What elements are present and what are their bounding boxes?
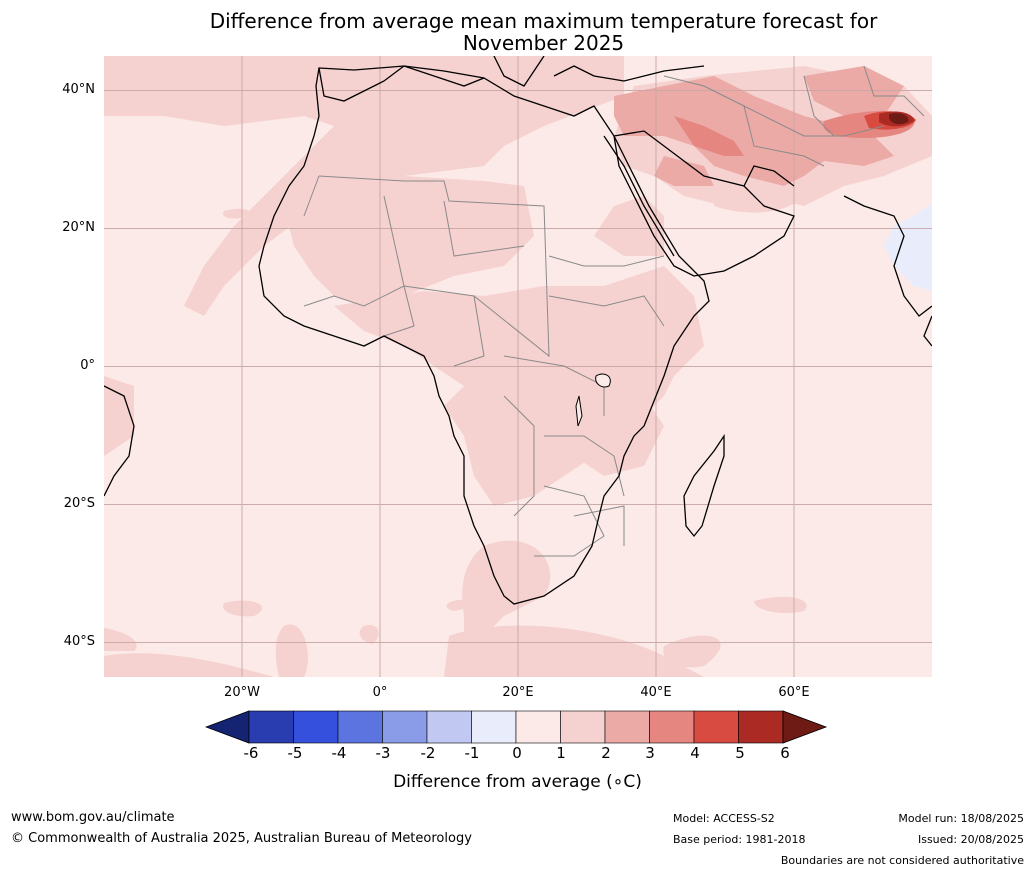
footer-issued: Issued: 20/08/2025 xyxy=(917,833,1024,846)
colorbar-cell xyxy=(382,710,428,744)
footer-model: Model: ACCESS-S2 xyxy=(673,812,775,825)
map-gridlines xyxy=(104,56,932,677)
lakes xyxy=(575,373,611,427)
footer-base-period: Base period: 1981-2018 xyxy=(673,833,806,846)
colorbar-tick-m1: -1 xyxy=(464,744,480,762)
footer-disclaimer: Boundaries are not considered authoritat… xyxy=(780,854,1024,867)
colorbar-tick-m2: -2 xyxy=(420,744,436,762)
colorbar-extend-high xyxy=(782,710,828,744)
colorbar-cell xyxy=(693,710,739,744)
footer-website: www.bom.gov.au/climate xyxy=(11,810,175,825)
colorbar-cell xyxy=(515,710,561,744)
colorbar-cell xyxy=(248,710,294,744)
lon-label-0: 0° xyxy=(372,685,388,700)
colorbar-cell xyxy=(293,710,339,744)
colorbar-cell xyxy=(560,710,606,744)
anomaly-shading xyxy=(104,56,932,677)
colorbar-tick-3: 3 xyxy=(645,744,655,762)
country-borders xyxy=(303,65,925,557)
lat-label-20n: 20°N xyxy=(62,220,95,235)
colorbar-cells xyxy=(205,710,828,744)
colorbar-label: Difference from average (∘C) xyxy=(393,772,642,792)
colorbar-tick-m3: -3 xyxy=(375,744,391,762)
lon-label-20w: 20°W xyxy=(224,685,260,700)
colorbar-cell xyxy=(337,710,383,744)
colorbar-tick-2: 2 xyxy=(601,744,611,762)
lon-label-60e: 60°E xyxy=(778,685,810,700)
lat-label-20s: 20°S xyxy=(63,496,95,511)
coastlines xyxy=(104,56,932,605)
colorbar-tick-m4: -4 xyxy=(331,744,347,762)
colorbar-tick-0: 0 xyxy=(512,744,522,762)
title-line-2: November 2025 xyxy=(462,31,625,55)
anomaly-map xyxy=(104,56,932,677)
colorbar-tick-1: 1 xyxy=(556,744,566,762)
colorbar-cell xyxy=(738,710,784,744)
colorbar-cell xyxy=(471,710,517,744)
lat-label-40n: 40°N xyxy=(62,82,95,97)
colorbar-cell xyxy=(604,710,650,744)
colorbar-extend-low xyxy=(205,710,250,744)
colorbar-tick-4: 4 xyxy=(690,744,700,762)
lon-label-40e: 40°E xyxy=(640,685,672,700)
footer-copyright: © Commonwealth of Australia 2025, Austra… xyxy=(11,831,472,846)
lat-label-40s: 40°S xyxy=(63,634,95,649)
footer-model-run: Model run: 18/08/2025 xyxy=(898,812,1024,825)
lon-label-20e: 20°E xyxy=(502,685,534,700)
colorbar xyxy=(205,710,828,744)
lat-label-0: 0° xyxy=(80,358,95,373)
colorbar-tick-m5: -5 xyxy=(287,744,303,762)
colorbar-tick-6: 6 xyxy=(780,744,790,762)
title-line-1: Difference from average mean maximum tem… xyxy=(209,9,878,33)
colorbar-cell xyxy=(649,710,695,744)
colorbar-tick-5: 5 xyxy=(735,744,745,762)
colorbar-tick-m6: -6 xyxy=(243,744,259,762)
colorbar-cell xyxy=(426,710,472,744)
map-title: Difference from average mean maximum tem… xyxy=(0,10,1035,54)
